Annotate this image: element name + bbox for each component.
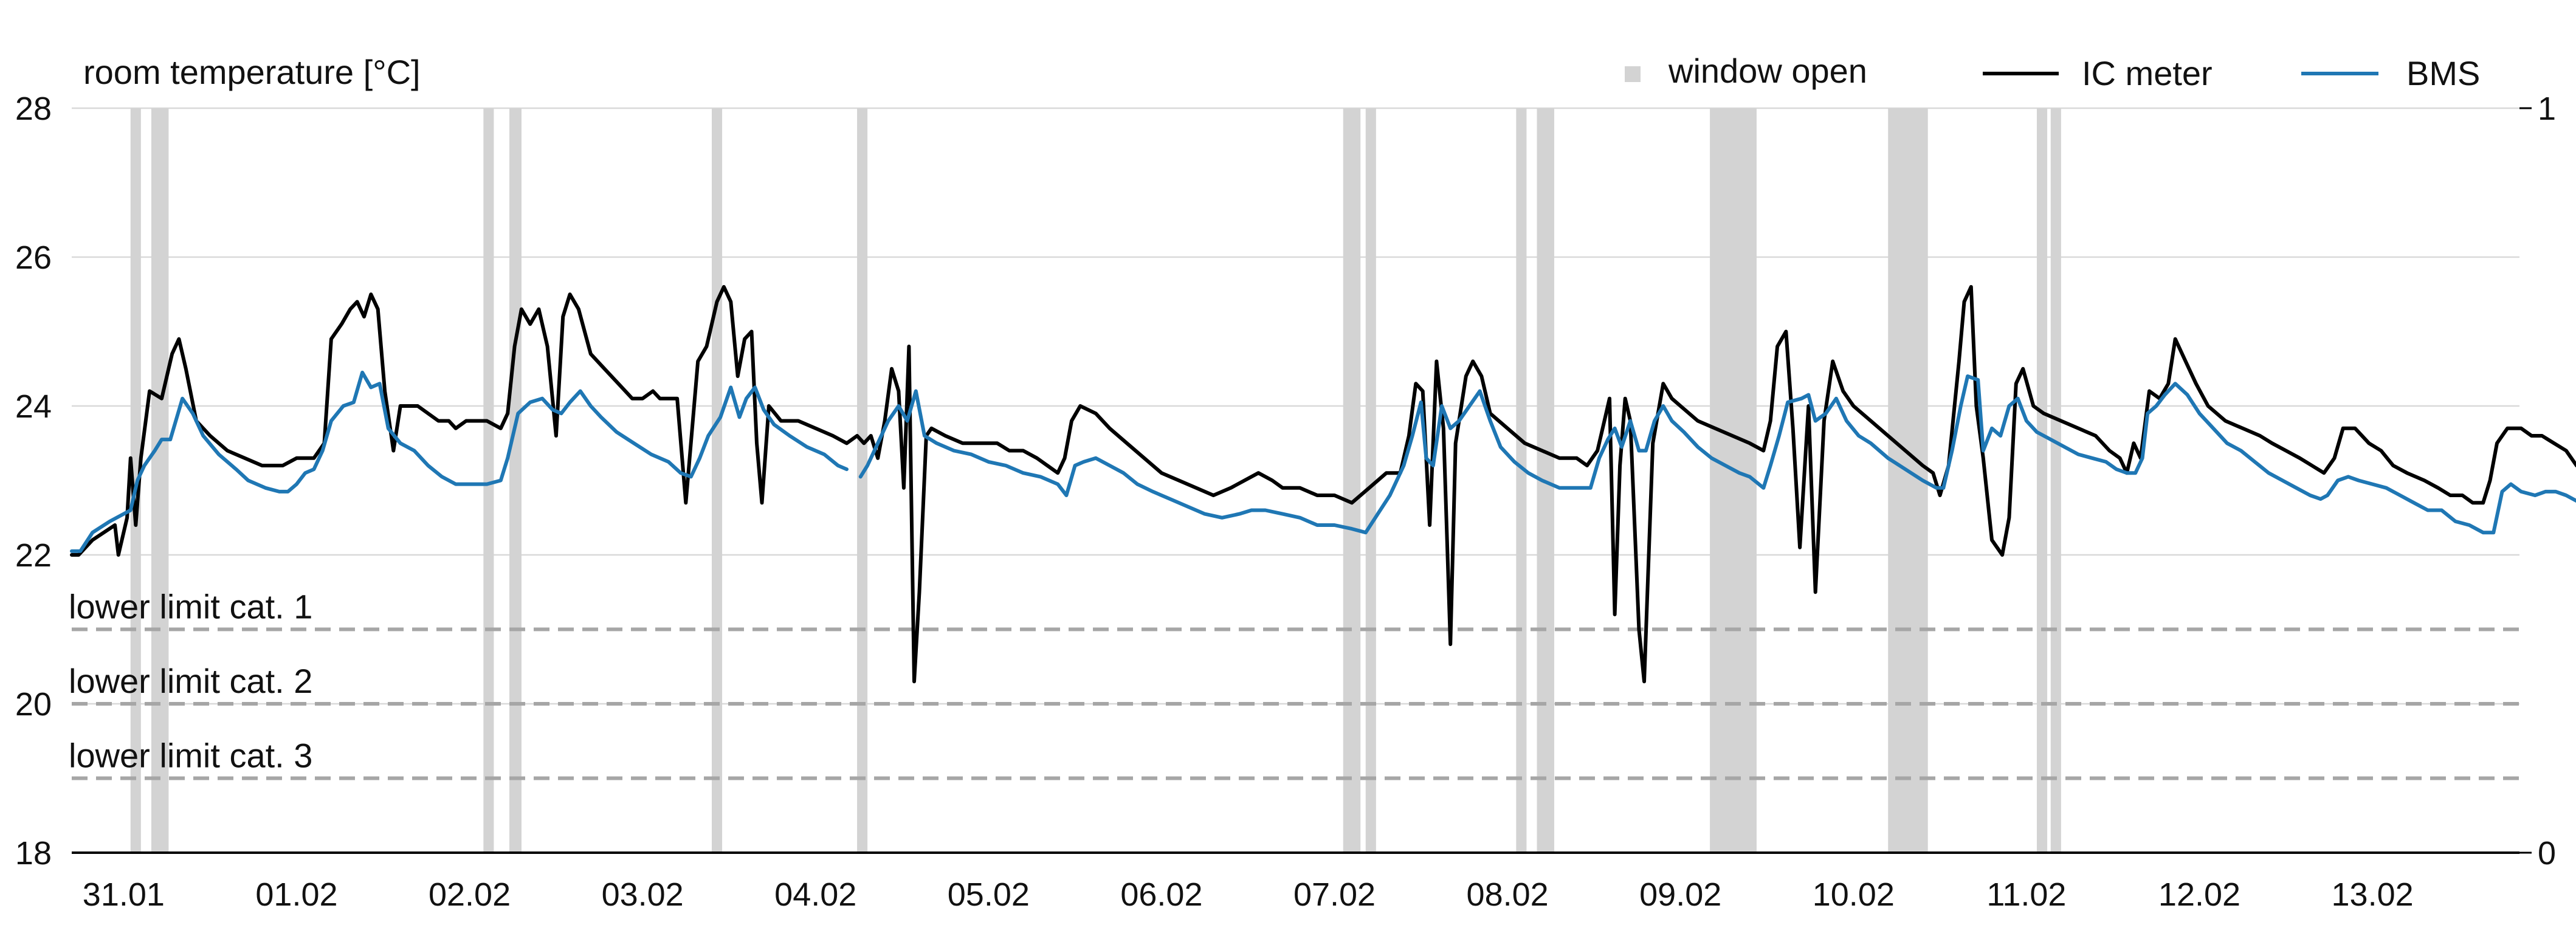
- x-tick-label: 13.02: [2332, 876, 2414, 913]
- window-open-span: [857, 108, 868, 853]
- window-open-span: [509, 108, 522, 853]
- legend-label: IC meter: [2082, 54, 2213, 92]
- limit-label: lower limit cat. 1: [69, 588, 312, 626]
- axes: [72, 107, 2532, 854]
- y2-tick-label: 0: [2538, 835, 2556, 872]
- gridlines: [72, 107, 2519, 705]
- y-tick-label: 26: [15, 239, 52, 276]
- y-tick-label: 28: [15, 91, 52, 127]
- legend-label: window open: [1668, 52, 1867, 90]
- x-tick-label: 02.02: [429, 876, 511, 913]
- x-tick-label: 08.02: [1467, 876, 1549, 913]
- window-open-span: [2050, 108, 2061, 853]
- y-tick-label: 24: [15, 388, 52, 425]
- legend-label: BMS: [2406, 54, 2480, 92]
- window-open-span: [1365, 108, 1376, 853]
- legend: window open IC meter BMS: [1625, 52, 2480, 92]
- legend-swatch-window-open: [1625, 66, 1641, 82]
- window-open-span: [1710, 108, 1757, 853]
- x-tick-label: 06.02: [1120, 876, 1202, 913]
- limit-label: lower limit cat. 2: [69, 662, 312, 700]
- y-tick-label: 20: [15, 686, 52, 723]
- x-tick-label: 12.02: [2158, 876, 2240, 913]
- series-line-ic-meter: [70, 285, 2576, 684]
- y-axis-title: room temperature [°C]: [83, 53, 421, 91]
- y2-tick-label: 1: [2538, 91, 2556, 127]
- window-open-span: [2036, 108, 2048, 853]
- y-tick-label: 22: [15, 537, 52, 574]
- y-tick-label: 18: [15, 835, 52, 872]
- x-tick-label: 04.02: [774, 876, 856, 913]
- x-tick-label: 03.02: [602, 876, 684, 913]
- x-tick-label: 31.01: [83, 876, 165, 913]
- x-tick-label: 01.02: [255, 876, 337, 913]
- window-open-span: [711, 108, 723, 853]
- limit-label: lower limit cat. 3: [69, 737, 312, 775]
- series-line-bms: [70, 370, 849, 553]
- window-open-span: [1343, 108, 1361, 853]
- x-tick-label: 05.02: [948, 876, 1030, 913]
- series-line-bms: [858, 374, 2576, 535]
- series-lines: [70, 285, 2576, 684]
- x-tick-label: 11.02: [1986, 876, 2066, 913]
- limit-lines: lower limit cat. 1 lower limit cat. 2 lowe…: [69, 588, 2519, 780]
- window-open-span: [151, 108, 169, 853]
- window-open-span: [1516, 108, 1527, 853]
- x-tick-label: 10.02: [1813, 876, 1895, 913]
- x-tick-label: 09.02: [1639, 876, 1721, 913]
- window-open-span: [483, 108, 494, 853]
- chart-text: room temperature [°C] 18 20 22 24 26 28 0 1 31.0…: [15, 53, 2556, 913]
- window-open-spans: [130, 108, 2061, 853]
- x-tick-label: 07.02: [1293, 876, 1376, 913]
